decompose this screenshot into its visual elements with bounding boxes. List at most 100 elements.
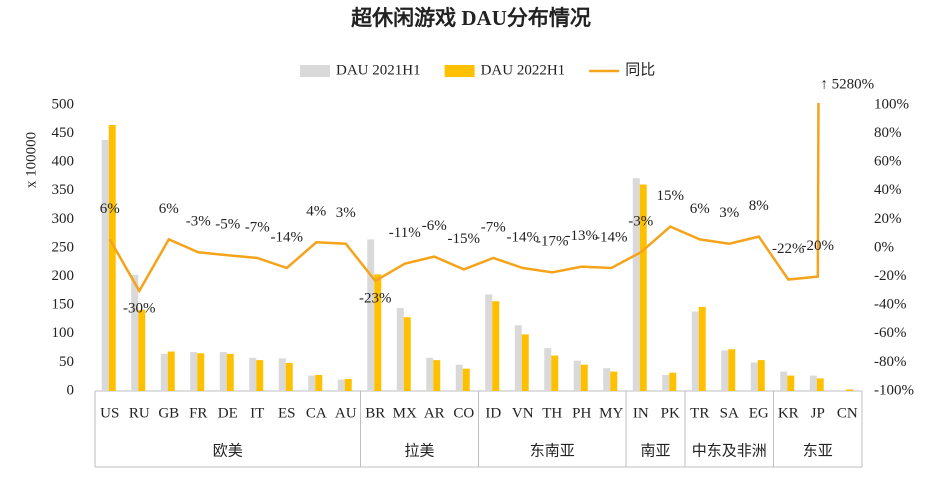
x-tick-label: JP bbox=[811, 405, 825, 421]
data-label: -5% bbox=[215, 217, 240, 233]
bar bbox=[101, 139, 109, 391]
y2-tick-label: -80% bbox=[874, 354, 907, 370]
group-label: 东南亚 bbox=[530, 442, 575, 459]
bar bbox=[580, 364, 588, 391]
x-tick-label: AR bbox=[424, 405, 445, 421]
data-label: -14% bbox=[271, 229, 304, 245]
x-tick-label: VN bbox=[512, 405, 534, 421]
bar bbox=[433, 360, 441, 391]
data-label: -14% bbox=[595, 229, 628, 245]
y-tick-label: 50 bbox=[59, 354, 74, 370]
data-label: -7% bbox=[481, 219, 506, 235]
group-label: 东亚 bbox=[803, 442, 833, 459]
bar bbox=[138, 309, 146, 391]
x-tick-label: MX bbox=[393, 405, 417, 421]
bar bbox=[551, 355, 559, 391]
bar bbox=[721, 350, 729, 391]
data-label: -6% bbox=[422, 218, 447, 234]
group-label: 南亚 bbox=[640, 442, 670, 459]
x-tick-label: BR bbox=[365, 405, 385, 421]
data-label: ↑ 5280% bbox=[820, 76, 874, 92]
x-tick-label: TR bbox=[690, 405, 709, 421]
data-label: -14% bbox=[507, 229, 540, 245]
y2-tick-label: -20% bbox=[874, 268, 907, 284]
bar bbox=[315, 374, 323, 391]
x-tick-label: CA bbox=[306, 405, 327, 421]
bar bbox=[308, 375, 316, 391]
bar bbox=[426, 357, 434, 391]
legend-label: DAU 2022H1 bbox=[481, 62, 566, 78]
x-tick-label: PH bbox=[572, 405, 591, 421]
y-tick-label: 400 bbox=[52, 154, 75, 170]
chart-title: 超休闲游戏 DAU分布情况 bbox=[351, 6, 591, 30]
y-tick-label: 350 bbox=[52, 182, 75, 198]
y2-tick-label: 100% bbox=[874, 96, 909, 112]
x-tick-label: PK bbox=[661, 405, 680, 421]
data-label: -22% bbox=[772, 241, 805, 257]
data-label: 6% bbox=[100, 201, 120, 217]
bar bbox=[256, 360, 264, 391]
y2-tick-label: -40% bbox=[874, 297, 907, 313]
bar bbox=[160, 353, 168, 391]
data-label: -11% bbox=[389, 225, 421, 241]
bar bbox=[610, 371, 618, 391]
x-tick-label: US bbox=[100, 405, 119, 421]
y-axis-label: x 100000 bbox=[23, 132, 39, 188]
bar bbox=[219, 352, 227, 391]
bar bbox=[544, 348, 552, 391]
bar bbox=[455, 364, 463, 391]
y2-tick-label: -100% bbox=[874, 382, 914, 398]
group-label: 欧美 bbox=[213, 442, 243, 459]
bar bbox=[367, 239, 375, 391]
bar bbox=[846, 389, 854, 391]
x-tick-label: TH bbox=[542, 405, 562, 421]
y2-tick-label: 0% bbox=[874, 239, 894, 255]
legend-swatch bbox=[444, 65, 475, 77]
bar bbox=[131, 274, 139, 391]
x-tick-label: FR bbox=[189, 405, 207, 421]
bar bbox=[403, 317, 411, 391]
bar bbox=[337, 379, 345, 391]
y2-tick-label: -60% bbox=[874, 325, 907, 341]
bar bbox=[374, 274, 382, 391]
y-tick-label: 500 bbox=[52, 96, 75, 112]
x-tick-label: KR bbox=[778, 405, 799, 421]
legend-swatch bbox=[300, 65, 330, 77]
data-label: -30% bbox=[123, 300, 156, 316]
data-label: -15% bbox=[448, 231, 481, 247]
bar bbox=[249, 357, 257, 391]
data-label: 6% bbox=[159, 201, 179, 217]
bar bbox=[492, 301, 500, 391]
y-tick-label: 100 bbox=[52, 325, 75, 341]
y-tick-label: 250 bbox=[52, 239, 75, 255]
bar bbox=[787, 375, 795, 391]
bar bbox=[809, 375, 817, 391]
x-tick-label: ES bbox=[278, 405, 296, 421]
data-label: -3% bbox=[628, 214, 653, 230]
x-tick-label: IT bbox=[250, 405, 264, 421]
x-tick-label: DE bbox=[218, 405, 238, 421]
data-label: 15% bbox=[657, 188, 685, 204]
data-label: -20% bbox=[802, 238, 835, 254]
bar bbox=[462, 368, 470, 391]
y-tick-label: 200 bbox=[52, 268, 75, 284]
data-label: 3% bbox=[719, 205, 739, 221]
line-group bbox=[108, 103, 820, 294]
bar bbox=[514, 325, 522, 391]
bar bbox=[167, 351, 175, 391]
y-tick-label: 450 bbox=[52, 125, 75, 141]
data-label: -7% bbox=[245, 219, 270, 235]
x-tick-label: GB bbox=[158, 405, 179, 421]
data-label: -3% bbox=[186, 214, 211, 230]
group-label: 中东及非洲 bbox=[692, 442, 767, 459]
y2-tick-label: 40% bbox=[874, 182, 902, 198]
data-label: 8% bbox=[749, 198, 769, 214]
bar bbox=[662, 374, 670, 391]
y-tick-label: 300 bbox=[52, 211, 75, 227]
bar bbox=[757, 360, 765, 391]
bar bbox=[573, 360, 581, 391]
legend-label: DAU 2021H1 bbox=[336, 62, 421, 78]
bar bbox=[816, 378, 824, 391]
x-tick-label: RU bbox=[129, 405, 150, 421]
